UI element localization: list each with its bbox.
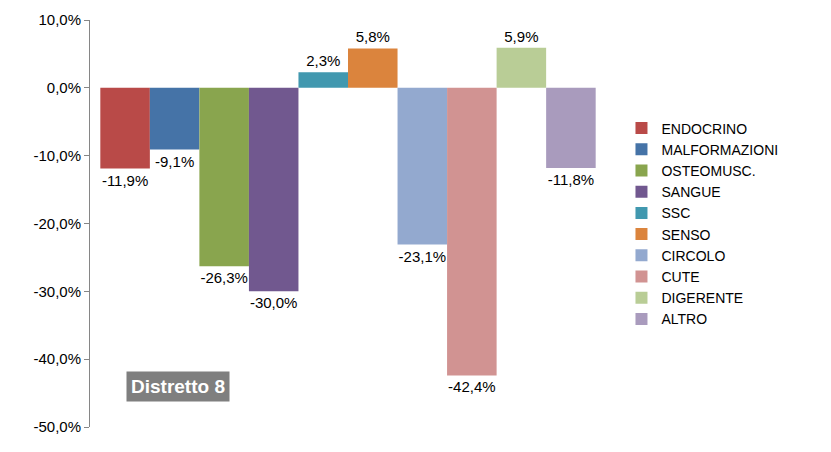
svg-text:-30,0%: -30,0%: [33, 283, 81, 300]
svg-text:-26,3%: -26,3%: [200, 269, 248, 286]
svg-text:5,9%: 5,9%: [504, 28, 538, 45]
svg-text:-50,0%: -50,0%: [33, 418, 81, 435]
svg-text:DIGERENTE: DIGERENTE: [661, 290, 743, 306]
svg-text:-42,4%: -42,4%: [448, 378, 496, 395]
svg-text:-23,1%: -23,1%: [399, 248, 447, 265]
svg-text:SANGUE: SANGUE: [661, 184, 720, 200]
svg-text:SENSO: SENSO: [661, 227, 710, 243]
svg-text:5,8%: 5,8%: [356, 28, 390, 45]
svg-text:-11,8%: -11,8%: [548, 171, 594, 188]
svg-text:-10,0%: -10,0%: [33, 147, 81, 164]
svg-text:-40,0%: -40,0%: [33, 350, 81, 367]
svg-text:2,3%: 2,3%: [306, 52, 340, 69]
svg-text:ENDOCRINO: ENDOCRINO: [661, 121, 747, 137]
svg-text:0,0%: 0,0%: [47, 79, 81, 96]
svg-text:CIRCOLO: CIRCOLO: [661, 248, 725, 264]
svg-text:-11,9%: -11,9%: [102, 172, 148, 189]
svg-text:10,0%: 10,0%: [38, 11, 81, 28]
svg-text:MALFORMAZIONI: MALFORMAZIONI: [661, 142, 778, 158]
svg-text:-9,1%: -9,1%: [155, 153, 194, 170]
svg-text:-30,0%: -30,0%: [250, 294, 298, 311]
svg-text:CUTE: CUTE: [661, 269, 699, 285]
svg-text:OSTEOMUSC.: OSTEOMUSC.: [661, 163, 755, 179]
svg-text:Distretto 8: Distretto 8: [131, 376, 225, 397]
svg-text:SSC: SSC: [661, 205, 690, 221]
svg-text:ALTRO: ALTRO: [661, 311, 707, 327]
svg-text:-20,0%: -20,0%: [33, 215, 81, 232]
